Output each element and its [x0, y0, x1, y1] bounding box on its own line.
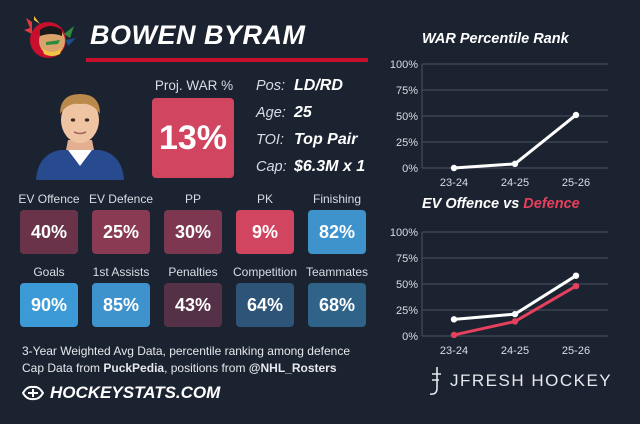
- data-point: [572, 282, 580, 290]
- series-line-0: [453, 113, 577, 170]
- jfresh-credit: JFRESH HOCKEY: [428, 366, 612, 396]
- series-line-1: [453, 284, 577, 337]
- ev-title-vs: vs: [499, 196, 524, 212]
- ev-title-defence: Defence: [523, 196, 580, 212]
- hockeystats-logo-icon: [22, 385, 44, 401]
- proj-war-label: Proj. WAR %: [154, 78, 234, 93]
- data-point: [511, 160, 519, 168]
- hockeystats-brand-text: HOCKEYSTATS.COM: [50, 383, 221, 402]
- ev-offence-defence-chart: 100% 75% 50% 25% 0% 23-24 24-25 25-26: [390, 227, 608, 357]
- data-point: [450, 316, 458, 323]
- jfresh-logo-icon: [429, 367, 441, 395]
- source-puckpedia: PuckPedia: [103, 361, 165, 375]
- toi-label: TOI:: [256, 132, 284, 148]
- x-tick-label: 25-26: [562, 177, 590, 189]
- tile-1st-assists: 85%: [92, 283, 150, 327]
- data-point: [450, 331, 458, 339]
- x-tick-label: 25-26: [562, 345, 590, 357]
- team-logo-icon: [24, 16, 76, 58]
- tile-label-teammates: Teammates: [305, 265, 369, 279]
- pos-label: Pos:: [256, 78, 286, 94]
- y-tick-label: 0%: [402, 331, 418, 343]
- pos-value: LD/RD: [294, 77, 343, 94]
- source-mid: , positions from: [164, 361, 249, 375]
- age-label: Age:: [256, 105, 286, 121]
- data-point: [572, 272, 580, 279]
- y-tick-label: 50%: [396, 279, 418, 291]
- cap-value: $6.3M x 1: [294, 158, 366, 175]
- tile-pp: 30%: [164, 210, 222, 254]
- data-point: [450, 164, 458, 172]
- tile-pk: 9%: [236, 210, 294, 254]
- y-tick-label: 25%: [396, 305, 418, 317]
- source-prefix: Cap Data from: [22, 361, 104, 375]
- tile-teammates: 68%: [308, 283, 366, 327]
- tile-label-goals: Goals: [33, 265, 65, 279]
- x-tick-label: 23-24: [440, 345, 468, 357]
- tile-goals: 90%: [20, 283, 78, 327]
- ev-title-offence: EV Offence: [422, 196, 500, 212]
- hockeystats-brand: HOCKEYSTATS.COM: [22, 383, 220, 403]
- tile-label-pk: PK: [256, 192, 273, 206]
- tile-label-ev-defence: EV Defence: [88, 192, 154, 206]
- tile-competition: 64%: [236, 283, 294, 327]
- age-value: 25: [294, 104, 312, 121]
- x-tick-label: 24-25: [501, 177, 529, 189]
- tile-label-1st-assists: 1st Assists: [92, 265, 150, 279]
- tile-label-competition: Competition: [232, 265, 298, 279]
- jfresh-credit-text: JFRESH HOCKEY: [450, 371, 613, 390]
- y-tick-label: 0%: [402, 163, 418, 175]
- source-note: Cap Data from PuckPedia, positions from …: [22, 361, 337, 375]
- tile-label-penalties: Penalties: [168, 265, 218, 279]
- war-percentile-chart: 100% 75% 50% 25% 0% 23-24 24-25 25-26: [390, 59, 608, 189]
- data-point: [511, 310, 519, 318]
- war-chart-title: WAR Percentile Rank: [422, 31, 569, 47]
- y-tick-label: 50%: [396, 111, 418, 123]
- proj-war-value: 13%: [152, 98, 234, 178]
- cap-label: Cap:: [256, 159, 287, 175]
- tile-label-pp: PP: [184, 192, 201, 206]
- tile-ev-defence: 25%: [92, 210, 150, 254]
- y-tick-label: 75%: [396, 85, 418, 97]
- tile-penalties: 43%: [164, 283, 222, 327]
- player-headshot: [36, 94, 124, 180]
- y-tick-label: 100%: [390, 227, 418, 239]
- data-point: [572, 111, 580, 119]
- x-tick-label: 24-25: [501, 345, 529, 357]
- toi-value: Top Pair: [294, 131, 358, 148]
- source-nhl-rosters: @NHL_Rosters: [248, 361, 337, 375]
- y-tick-label: 25%: [396, 137, 418, 149]
- data-point: [511, 318, 519, 325]
- tile-finishing: 82%: [308, 210, 366, 254]
- title-underline: [86, 58, 368, 62]
- data-note: 3-Year Weighted Avg Data, percentile ran…: [22, 344, 350, 358]
- tile-ev-offence: 40%: [20, 210, 78, 254]
- x-tick-label: 23-24: [440, 177, 468, 189]
- tile-label-ev-offence: EV Offence: [18, 192, 80, 206]
- tile-label-finishing: Finishing: [312, 192, 362, 206]
- ev-chart-title: EV Offence vs Defence: [422, 196, 580, 212]
- y-tick-label: 75%: [396, 253, 418, 265]
- y-tick-label: 100%: [390, 59, 418, 71]
- player-name: BOWEN BYRAM: [90, 20, 306, 50]
